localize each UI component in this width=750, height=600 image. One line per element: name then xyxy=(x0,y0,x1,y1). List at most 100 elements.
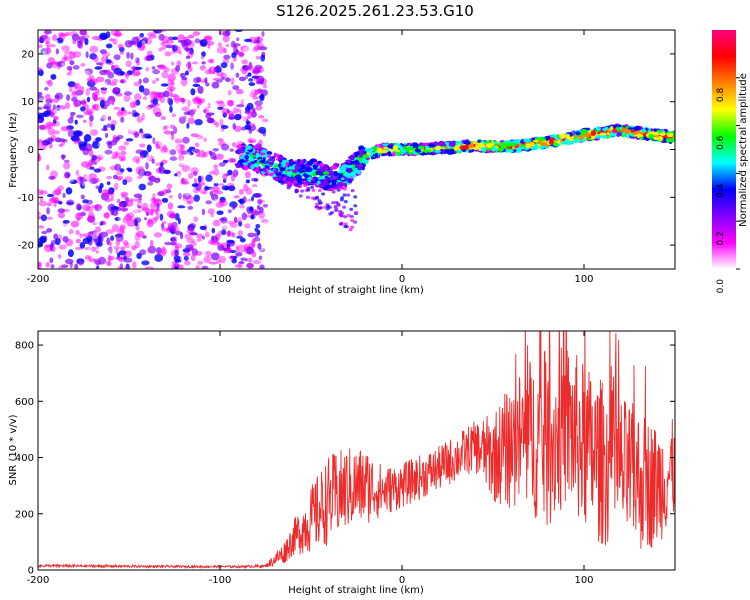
spectrogram-point xyxy=(152,193,156,201)
spectrogram-point xyxy=(211,193,219,201)
spectrogram-point xyxy=(95,265,100,269)
spectrogram-point xyxy=(165,44,175,49)
spectrogram-point xyxy=(190,133,199,138)
spectrogram-point xyxy=(42,124,51,130)
spectrogram-point xyxy=(244,171,251,179)
spectrogram-point xyxy=(282,177,287,181)
spectrogram-point xyxy=(251,210,261,216)
spectrogram-point xyxy=(104,220,111,225)
spectrogram-point xyxy=(167,73,176,82)
spectrogram-point xyxy=(174,97,181,104)
spectrogram-point xyxy=(245,187,253,195)
spectrogram-point xyxy=(233,107,239,114)
spectrogram-point xyxy=(136,41,142,48)
spectrogram-point xyxy=(238,188,244,195)
spectrogram-point xyxy=(195,264,200,269)
spectrogram-point xyxy=(350,160,356,164)
spectrogram-point xyxy=(144,266,154,269)
spectrogram-point xyxy=(252,208,258,215)
spectrogram-point xyxy=(203,109,207,113)
spectrogram-point xyxy=(203,137,207,143)
spectrogram-point xyxy=(114,32,123,37)
spectrogram-point xyxy=(534,143,539,149)
spectrogram-point xyxy=(308,171,313,176)
spectrogram-point xyxy=(109,246,113,254)
spectrogram-point xyxy=(93,161,98,165)
spectrogram-point xyxy=(152,69,161,75)
spectrogram-point xyxy=(62,192,66,198)
spectrogram-x-ticks: -200 -100 0 100 xyxy=(27,30,594,285)
spectrogram-point xyxy=(73,83,79,89)
spectrogram-point xyxy=(86,96,91,103)
spectrogram-point xyxy=(163,125,169,130)
spectrogram-point xyxy=(110,195,117,200)
spectrogram-point xyxy=(207,103,211,109)
spectrogram-point xyxy=(38,91,43,97)
spectrogram-point xyxy=(356,169,362,175)
spectrogram-point xyxy=(89,258,97,263)
spectrogram-point xyxy=(99,182,104,189)
spectrogram-point xyxy=(161,45,166,51)
spectrogram-point xyxy=(68,229,74,235)
spectrogram-point xyxy=(322,171,330,175)
spectrogram-point xyxy=(560,141,565,145)
spectrogram-point xyxy=(79,233,83,239)
spectrogram-point xyxy=(254,64,263,70)
spectrogram-point xyxy=(236,37,240,41)
spectrogram-point xyxy=(151,158,155,164)
spectrogram-point xyxy=(312,164,319,168)
spectrogram-point xyxy=(232,169,239,178)
spectrogram-point xyxy=(263,173,270,176)
colorbar-gradient xyxy=(712,30,736,269)
spectrogram-point xyxy=(169,105,173,113)
spectrogram-point xyxy=(114,163,121,171)
spectrogram-point xyxy=(39,235,47,244)
spectrogram-point xyxy=(158,47,163,52)
spectrogram-point xyxy=(244,214,252,218)
spectrogram-point xyxy=(319,162,324,167)
spectrogram-point xyxy=(306,188,311,192)
spectrogram-point xyxy=(455,142,459,146)
spectrogram-point xyxy=(52,209,57,215)
spectrogram-point xyxy=(74,172,80,180)
spectrogram-point xyxy=(511,142,517,147)
spectrogram-point xyxy=(115,38,124,44)
spectrogram-point xyxy=(39,37,45,44)
spectrogram-x-label: Height of straight line (km) xyxy=(288,285,424,296)
spectrogram-point xyxy=(196,233,204,239)
spectrogram-point xyxy=(114,152,119,157)
spectrogram-point xyxy=(354,210,359,215)
spectrogram-point xyxy=(142,88,150,96)
spectrogram-point xyxy=(39,124,46,130)
spectrogram-point xyxy=(52,119,57,124)
spectrogram-point xyxy=(75,169,80,176)
spectrogram-point xyxy=(213,164,218,169)
spectrogram-point xyxy=(238,221,243,227)
spectrogram-point xyxy=(287,181,292,185)
spectrogram-point xyxy=(111,151,121,159)
spectrogram-point xyxy=(374,152,379,158)
spectrogram-point xyxy=(77,40,83,48)
spectrogram-point xyxy=(125,213,130,219)
spectrogram-point xyxy=(235,252,243,257)
spectrogram-point xyxy=(99,49,107,54)
spectrogram-point xyxy=(38,95,45,102)
spectrogram-point xyxy=(202,266,207,269)
spectrogram-point xyxy=(219,217,227,222)
spectrogram-point xyxy=(282,162,286,168)
spectrogram-point xyxy=(311,188,316,192)
spectrogram-point xyxy=(358,145,365,150)
spectrogram-point xyxy=(248,61,253,70)
spectrogram-point xyxy=(247,72,252,77)
spectrogram-point xyxy=(145,162,149,170)
spectrogram-point xyxy=(155,112,162,116)
spectrogram-point xyxy=(121,107,125,112)
spectrogram-point xyxy=(182,252,191,257)
spectrogram-point xyxy=(197,260,204,265)
spectrogram-point xyxy=(174,259,182,263)
spectrogram-point xyxy=(149,95,155,101)
spectrogram-point xyxy=(248,257,253,263)
spectrogram-point xyxy=(215,121,219,128)
colorbar-tick-label: 0.6 xyxy=(716,135,726,150)
